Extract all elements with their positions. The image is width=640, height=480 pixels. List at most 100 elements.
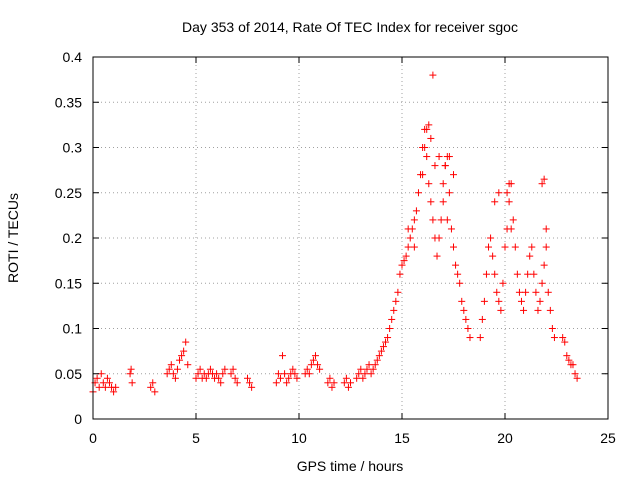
data-point xyxy=(396,270,404,278)
data-point xyxy=(569,361,577,369)
grid-lines xyxy=(93,57,608,419)
data-point xyxy=(480,297,488,305)
data-point xyxy=(445,189,453,197)
data-point xyxy=(534,306,542,314)
data-point xyxy=(507,225,515,233)
x-tick-label: 25 xyxy=(600,430,616,446)
axis-ticks xyxy=(92,56,609,420)
x-tick-label: 20 xyxy=(497,430,513,446)
data-point xyxy=(522,288,530,296)
data-point xyxy=(493,288,501,296)
data-point xyxy=(478,315,486,323)
data-point xyxy=(517,297,525,305)
y-tick-label: 0.2 xyxy=(63,230,83,246)
data-point xyxy=(176,356,184,364)
data-point xyxy=(359,374,367,382)
data-point xyxy=(445,153,453,161)
data-point xyxy=(482,270,490,278)
data-point xyxy=(194,370,202,378)
data-point xyxy=(371,361,379,369)
data-point xyxy=(447,225,455,233)
data-point xyxy=(99,379,107,387)
data-point xyxy=(466,334,474,342)
y-tick-label: 0.15 xyxy=(55,275,82,291)
y-tick-label: 0.35 xyxy=(55,94,82,110)
data-point xyxy=(311,352,319,360)
data-point xyxy=(392,297,400,305)
data-point xyxy=(561,338,569,346)
data-point xyxy=(369,365,377,373)
data-point xyxy=(173,365,181,373)
data-point xyxy=(497,306,505,314)
data-point xyxy=(127,365,135,373)
data-point xyxy=(217,379,225,387)
data-point xyxy=(563,352,571,360)
data-point xyxy=(163,370,171,378)
data-point xyxy=(110,388,118,396)
data-point xyxy=(439,180,447,188)
data-point xyxy=(503,189,511,197)
data-point xyxy=(530,270,538,278)
data-point xyxy=(435,153,443,161)
data-point xyxy=(419,171,427,179)
data-point xyxy=(128,379,136,387)
data-point xyxy=(171,374,179,382)
y-tick-label: 0.25 xyxy=(55,185,82,201)
data-point xyxy=(274,370,282,378)
data-point xyxy=(357,365,365,373)
data-point xyxy=(559,334,567,342)
data-point xyxy=(540,175,548,183)
data-point xyxy=(276,374,284,382)
data-point xyxy=(394,288,402,296)
data-point xyxy=(213,370,221,378)
data-point xyxy=(303,365,311,373)
data-point xyxy=(326,374,334,382)
data-point xyxy=(377,347,385,355)
data-point xyxy=(548,325,556,332)
x-tick-label: 10 xyxy=(291,430,307,446)
data-point xyxy=(246,379,254,387)
data-point xyxy=(202,374,210,382)
data-point xyxy=(427,134,435,142)
data-point xyxy=(229,365,237,373)
data-point xyxy=(441,162,449,170)
data-point xyxy=(499,279,507,287)
data-point xyxy=(340,379,348,387)
data-point xyxy=(165,365,173,373)
data-point xyxy=(365,361,373,369)
data-point xyxy=(542,243,550,251)
data-point xyxy=(178,352,186,360)
y-axis-label: ROTI / TECUs xyxy=(5,193,21,283)
data-point xyxy=(390,306,398,314)
data-point xyxy=(439,198,447,206)
data-point xyxy=(540,261,548,269)
data-point xyxy=(495,189,503,197)
data-point xyxy=(272,379,280,387)
data-point xyxy=(489,252,497,260)
data-point xyxy=(279,352,287,360)
data-point xyxy=(538,180,546,188)
data-point xyxy=(291,370,299,378)
data-point xyxy=(402,252,410,260)
data-point xyxy=(410,243,418,251)
data-point xyxy=(147,383,155,391)
data-point xyxy=(546,306,554,314)
data-point xyxy=(384,334,392,342)
data-point xyxy=(452,261,460,269)
data-point xyxy=(495,297,503,305)
data-point xyxy=(458,297,466,305)
data-point xyxy=(248,383,256,391)
data-point xyxy=(511,243,519,251)
data-point xyxy=(515,288,523,296)
data-point xyxy=(192,374,200,382)
data-point xyxy=(169,370,177,378)
data-point xyxy=(443,216,451,224)
data-point xyxy=(347,379,354,387)
data-point xyxy=(460,306,468,314)
data-point xyxy=(485,243,493,251)
data-point xyxy=(112,383,120,391)
data-point xyxy=(314,361,322,369)
y-tick-label: 0.1 xyxy=(63,321,83,337)
data-point xyxy=(491,198,499,206)
